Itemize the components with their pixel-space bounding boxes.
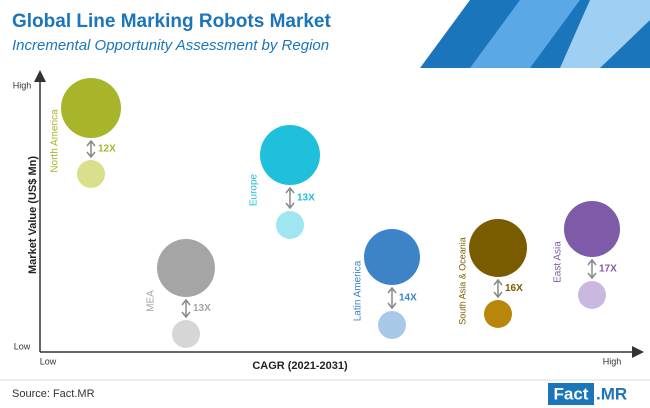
region-label: East Asia — [553, 241, 564, 283]
bubble-large — [469, 219, 527, 277]
bubble-small — [77, 160, 105, 188]
bubble-small — [378, 311, 406, 339]
bubble-small — [484, 300, 512, 328]
growth-arrow — [285, 186, 295, 210]
x-axis-label: CAGR (2021-2031) — [252, 360, 348, 372]
y-high: High — [13, 80, 32, 90]
region-label: Europe — [249, 173, 260, 206]
value-label: 13X — [297, 193, 315, 204]
brand: Fact — [554, 384, 589, 403]
region-label: MEA — [146, 290, 157, 312]
chart-subtitle: Incremental Opportunity Assessment by Re… — [12, 37, 329, 54]
region-label: North America — [50, 109, 61, 173]
growth-arrow — [493, 278, 503, 299]
value-label: 13X — [193, 303, 211, 314]
bubble-small — [172, 320, 200, 348]
y-axis-label: Market Value (US$ Mn) — [27, 156, 39, 274]
brand-box — [548, 383, 594, 405]
growth-arrow — [86, 139, 96, 159]
brand-suffix: .MR — [596, 384, 627, 403]
value-label: 14X — [399, 293, 417, 304]
value-label: 17X — [599, 264, 617, 275]
growth-arrow — [387, 286, 397, 310]
growth-arrow — [181, 298, 191, 319]
y-low: Low — [14, 341, 31, 351]
region-label: Latin America — [353, 260, 364, 321]
region-label: South Asia & Oceania — [457, 237, 467, 325]
bubble-small — [276, 211, 304, 239]
growth-arrow — [587, 258, 597, 280]
header-stripe — [560, 0, 650, 68]
bubble-large — [564, 201, 620, 257]
bubble-large — [61, 78, 121, 138]
value-label: 12X — [98, 144, 116, 155]
header-stripe — [470, 0, 580, 68]
value-label: 16X — [505, 283, 523, 294]
source: Source: Fact.MR — [12, 388, 95, 400]
x-low: Low — [40, 356, 57, 366]
x-high: High — [603, 356, 622, 366]
bubble-large — [260, 125, 320, 185]
bubble-large — [364, 229, 420, 285]
bubble-large — [157, 239, 215, 297]
chart-title: Global Line Marking Robots Market — [12, 11, 331, 32]
bubble-small — [578, 281, 606, 309]
